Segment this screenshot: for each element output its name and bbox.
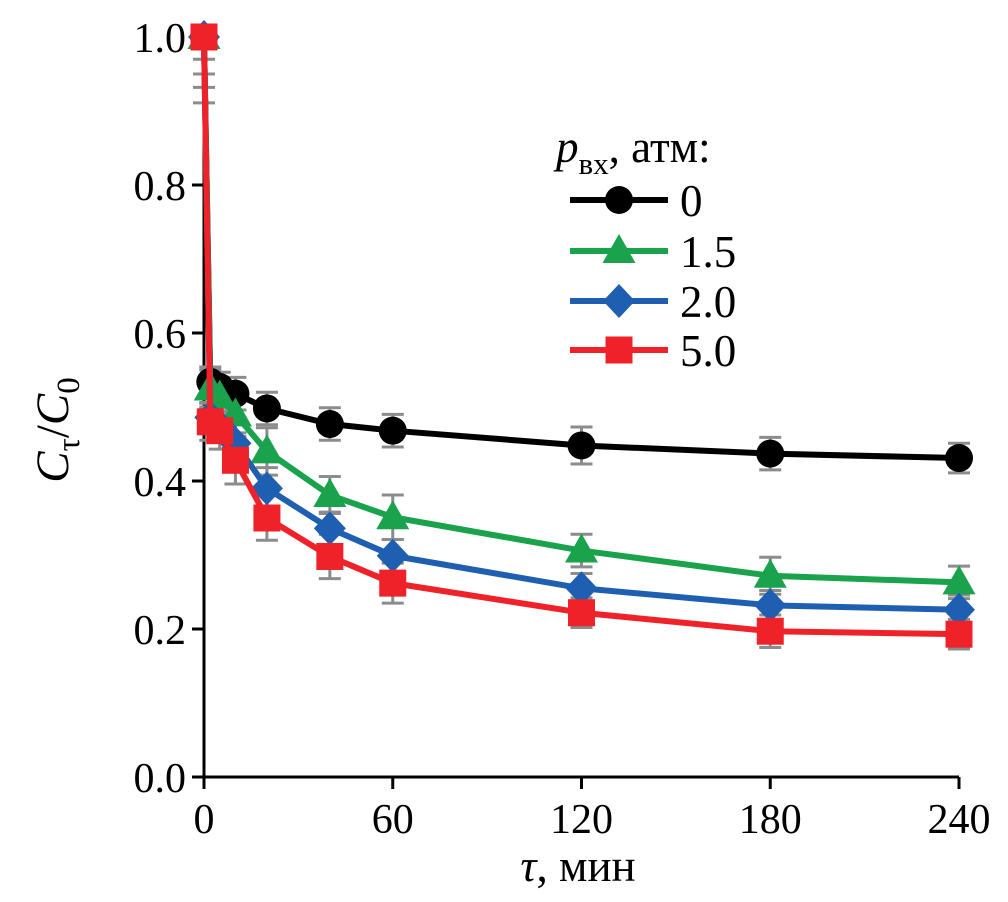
y-tick-label: 0.6 [134, 312, 187, 358]
marker-circle [756, 439, 785, 468]
marker-circle [315, 410, 344, 439]
marker-triangle [250, 434, 284, 464]
legend-item-2.0-atm: 2.0 [570, 277, 736, 327]
marker-diamond [565, 571, 598, 606]
marker-square [221, 446, 249, 474]
marker-square [253, 504, 281, 532]
marker-triangle [376, 500, 410, 530]
y-axis-label: Cτ/C0 [27, 377, 87, 483]
marker-circle [378, 416, 407, 445]
marker-diamond [250, 471, 283, 506]
marker-diamond [313, 511, 346, 546]
x-axis-label: τ, мин [520, 841, 635, 891]
marker-triangle [313, 478, 347, 508]
y-tick-label: 0.2 [134, 608, 187, 654]
series-line [201, 36, 960, 462]
x-tick-label: 120 [550, 797, 613, 843]
marker-circle [252, 394, 281, 423]
marker-circle [567, 431, 596, 460]
legend-item-0-atm: 0 [570, 176, 703, 226]
marker-diamond [943, 592, 975, 627]
marker-square [756, 617, 784, 645]
legend-title: pвх, атм: [553, 122, 711, 181]
marker-triangle [753, 558, 787, 588]
marker-square [316, 542, 344, 570]
y-tick-label: 0.4 [134, 460, 187, 506]
marker-square [379, 569, 407, 597]
y-tick-label: 0.8 [134, 164, 187, 210]
marker-square [945, 620, 973, 648]
series-0-atm [190, 23, 973, 473]
y-tick-label: 1.0 [134, 16, 187, 62]
x-tick-label: 180 [739, 797, 802, 843]
marker-square [605, 336, 633, 364]
marker-triangle [602, 234, 636, 263]
legend-label: 2.0 [680, 277, 736, 327]
marker-triangle [565, 533, 598, 563]
marker-diamond [754, 588, 787, 623]
x-tick-label: 240 [928, 797, 991, 843]
x-tick-label: 0 [194, 797, 215, 843]
y-tick-label: 0.0 [134, 756, 187, 802]
marker-diamond [376, 538, 409, 573]
marker-square [206, 417, 234, 445]
legend-label: 0 [680, 176, 703, 226]
marker-square [190, 23, 218, 51]
series-5.0-atm [190, 23, 973, 648]
legend-item-1.5-atm: 1.5 [570, 227, 736, 277]
legend-label: 1.5 [680, 227, 736, 277]
legend: 01.52.05.0 [570, 176, 736, 376]
x-tick-label: 60 [372, 797, 414, 843]
series-1.5-atm [187, 20, 976, 595]
legend-item-5.0-atm: 5.0 [570, 326, 736, 376]
marker-circle [945, 444, 973, 473]
marker-diamond [603, 284, 635, 318]
marker-triangle [942, 565, 976, 595]
marker-square [568, 599, 595, 627]
legend-label: 5.0 [680, 326, 736, 376]
marker-circle [605, 186, 633, 214]
series-line [201, 36, 960, 613]
